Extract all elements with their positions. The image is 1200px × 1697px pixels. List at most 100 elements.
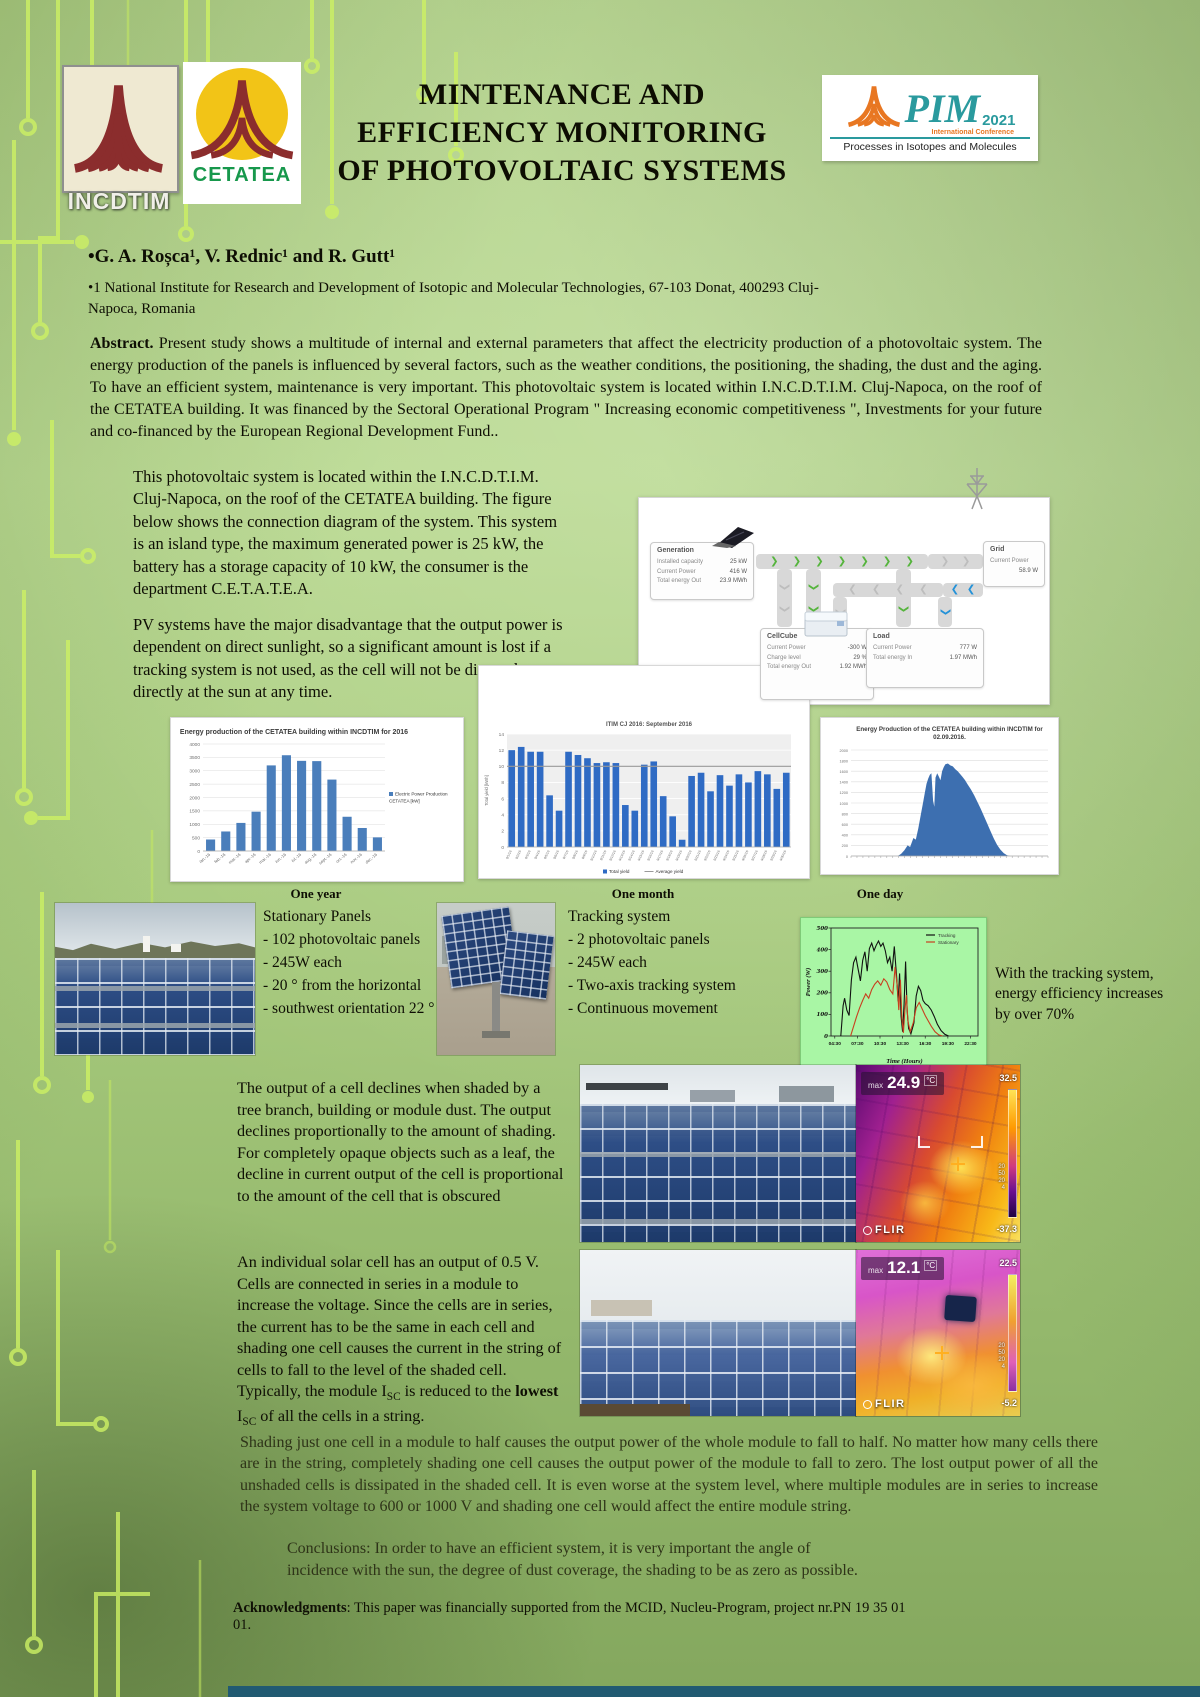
flir-dot-icon: [863, 1225, 872, 1235]
svg-text:9/26/16: 9/26/16: [741, 850, 749, 862]
stationary-item: - 245W each: [263, 954, 342, 972]
thermal-temp-unit: °C: [924, 1075, 938, 1086]
thermal-max-label: max: [868, 1266, 884, 1275]
svg-text:9/20/16: 9/20/16: [684, 850, 692, 862]
svg-text:9/9/16: 9/9/16: [581, 850, 589, 860]
svg-text:1000: 1000: [840, 802, 848, 806]
power-flow-grid-import-arrow: ❮ ❮: [943, 583, 983, 597]
svg-text:9/25/16: 9/25/16: [732, 850, 740, 862]
chart-energy-month: 0 2 4 6 8 10 12 14 ITIM CJ 2016: September 2016 9…: [478, 665, 810, 879]
svg-text:9/24/16: 9/24/16: [722, 850, 730, 862]
stationary-panels-info: Stationary Panels - 102 photovoltaic pan…: [263, 906, 435, 1021]
svg-text:Power (W): Power (W): [805, 968, 812, 997]
power-flow-cellcube-link: ❯ ❯: [777, 569, 792, 627]
svg-text:9/11/16: 9/11/16: [599, 850, 607, 862]
intro-paragraph-2: PV systems have the major disadvantage t…: [133, 614, 563, 701]
thermal-scale-max: 22.5: [999, 1258, 1017, 1268]
photo-roof-edge: [580, 1404, 691, 1416]
cellcube-row-label: Total energy Out: [767, 664, 812, 671]
caption-one-day: One day: [856, 886, 904, 901]
thermal-temp-unit: °C: [924, 1260, 938, 1271]
svg-text:9/19/16: 9/19/16: [675, 850, 683, 862]
solar-array-photo-2: [580, 1250, 856, 1416]
power-flow-crosslink: ❮ ❮ ❮ ❮: [833, 583, 943, 597]
photo-walkway: [55, 986, 255, 992]
svg-text:oct.-16: oct.-16: [335, 852, 349, 864]
svg-text:200: 200: [842, 844, 848, 848]
pim-logo-icon: [847, 86, 900, 127]
incdtim-logo-label: INCDTIM: [67, 188, 171, 214]
thermal-max-badge: max 12.1 °C: [861, 1257, 945, 1280]
photo-building: [171, 944, 181, 953]
svg-text:9/17/16: 9/17/16: [656, 850, 664, 862]
tracking-item: - 2 photovoltaic panels: [568, 931, 710, 949]
svg-text:apr.-16: apr.-16: [244, 852, 258, 865]
tracking-item: - Two-axis tracking system: [568, 977, 736, 995]
photo-church: [143, 936, 150, 953]
svg-text:sept.-16: sept.-16: [318, 852, 333, 866]
svg-text:CETATEA [kW]: CETATEA [kW]: [389, 799, 420, 804]
generation-row-label: Total energy Out: [657, 578, 702, 585]
generation-box: Generation Installed capacity 25 kW Curre…: [650, 542, 754, 600]
svg-text:0: 0: [501, 845, 504, 851]
svg-text:9/15/16: 9/15/16: [637, 850, 645, 862]
svg-text:300: 300: [817, 969, 829, 975]
pim-conference-logo: PIM 2021 International Conference Proces…: [822, 75, 1038, 161]
svg-text:10: 10: [499, 764, 505, 770]
cellcube-row-value: -300 W: [847, 645, 867, 651]
cellcube-title: CellCube: [767, 633, 798, 640]
svg-text:0: 0: [824, 1034, 828, 1040]
load-row-label: Total energy In: [873, 654, 913, 661]
abstract-paragraph: Abstract. Present study shows a multitud…: [90, 333, 1042, 443]
thermal-shaded-cell: [943, 1295, 977, 1323]
svg-text:2500: 2500: [189, 782, 200, 788]
svg-text:9/4/16: 9/4/16: [534, 850, 542, 860]
svg-text:02.09.2016.: 02.09.2016.: [933, 734, 966, 741]
shading-paragraph: The output of a cell declines when shade…: [237, 1079, 564, 1205]
stationary-item: - southwest orientation 22 °: [263, 1000, 435, 1018]
tracking-item: - Continuous movement: [568, 1000, 718, 1018]
svg-text:aug.-16: aug.-16: [303, 852, 318, 865]
grid-row-value: 58.9 W: [1018, 567, 1038, 574]
svg-text:9/2/16: 9/2/16: [515, 850, 523, 860]
svg-text:4000: 4000: [189, 742, 200, 748]
svg-text:9/16/16: 9/16/16: [646, 850, 654, 862]
svg-text:9/21/16: 9/21/16: [694, 850, 702, 862]
pylon-icon: [966, 468, 988, 510]
thermal-max-label: max: [868, 1081, 884, 1090]
svg-text:6: 6: [501, 796, 504, 802]
svg-text:Tracking: Tracking: [938, 933, 956, 938]
thermal-crosshair-icon: [934, 1346, 949, 1361]
svg-text:Stationary: Stationary: [938, 940, 959, 945]
solar-array-photo-1: [580, 1065, 856, 1242]
tracking-system-photo: [437, 903, 555, 1055]
photo-panel-field: [55, 957, 255, 1055]
svg-text:1200: 1200: [840, 791, 848, 795]
svg-text:Energy production of the CETAT: Energy production of the CETATEA buildin…: [180, 729, 408, 736]
footer-bar: [228, 1686, 1200, 1697]
intro-column: This photovoltaic system is located with…: [133, 466, 563, 716]
svg-text:1500: 1500: [189, 809, 200, 815]
title-line-1: MINTENANCE AND: [418, 78, 706, 111]
flir-logo: FLIR: [863, 1224, 905, 1236]
stationary-panels-photo: [55, 903, 255, 1055]
svg-text:0: 0: [846, 855, 848, 859]
svg-text:3500: 3500: [189, 755, 200, 761]
generation-row-label: Installed capacity: [657, 559, 704, 565]
tracking-panel: [499, 930, 554, 1000]
thermal-crosshair-icon: [951, 1157, 966, 1172]
abstract-label: Abstract.: [90, 335, 154, 352]
acknowledgments: Acknowledgments: This paper was financia…: [233, 1600, 913, 1634]
svg-text:9/18/16: 9/18/16: [665, 850, 673, 862]
grid-title: Grid: [990, 546, 1005, 553]
pim-tagline: Processes in Isotopes and Molecules: [843, 141, 1017, 153]
incdtim-logo-icon: [73, 85, 164, 173]
photo-railing: [585, 1082, 669, 1090]
svg-text:400: 400: [842, 834, 848, 838]
svg-text:1800: 1800: [840, 759, 848, 763]
svg-text:Total yield: Total yield: [609, 869, 630, 874]
chart-tracking-vs-stationary: 0 100 200 300 400 500 04:30 07:30 10:30 13:30 16:3…: [800, 917, 987, 1067]
stationary-panels-title: Stationary Panels: [263, 908, 372, 925]
